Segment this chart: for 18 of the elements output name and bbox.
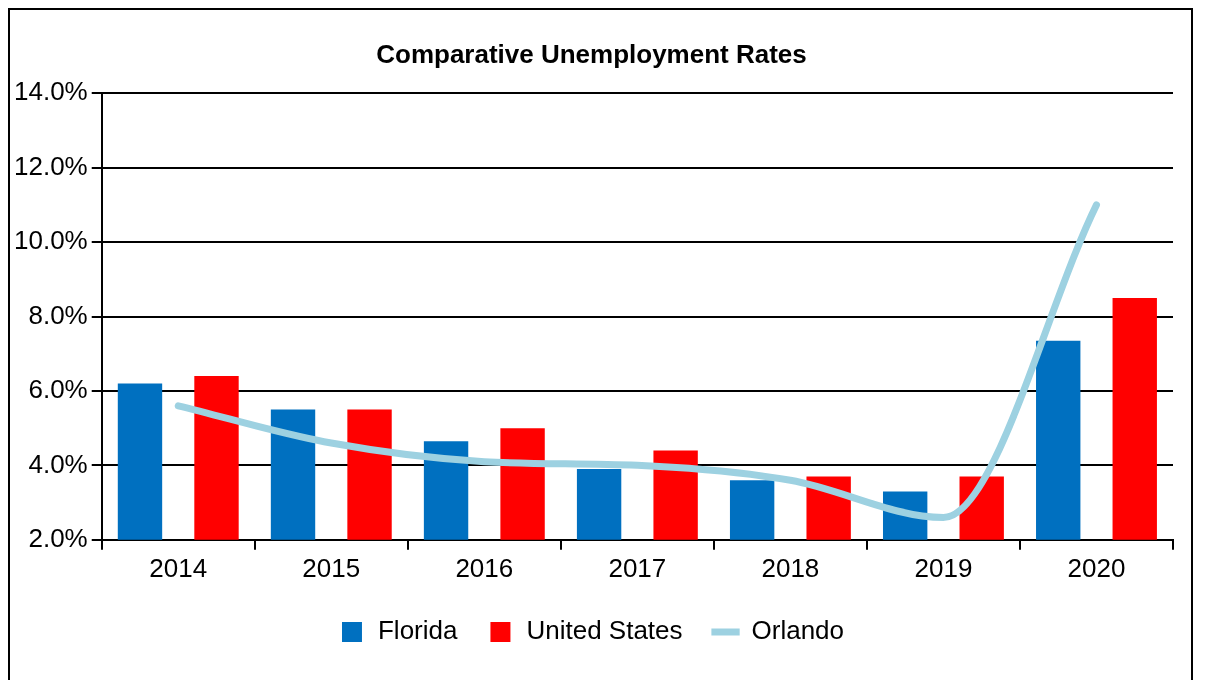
x-tick-label: 2020 xyxy=(1067,552,1126,583)
x-tick-label: 2017 xyxy=(608,552,667,583)
y-tick-label: 10.0% xyxy=(13,225,88,256)
x-tick-label: 2018 xyxy=(761,552,820,583)
y-tick-label: 14.0% xyxy=(13,76,88,107)
x-tick-label: 2015 xyxy=(302,552,361,583)
x-tick-label: 2016 xyxy=(455,552,514,583)
y-tick-label: 4.0% xyxy=(28,448,88,479)
legend-label: United States xyxy=(526,615,683,646)
y-tick-label: 12.0% xyxy=(13,150,88,181)
y-tick-label: 8.0% xyxy=(28,299,88,330)
y-tick-label: 6.0% xyxy=(28,374,88,405)
chart-title: Comparative Unemployment Rates xyxy=(376,38,807,69)
legend-label: Florida xyxy=(377,615,458,646)
y-tick-label: 2.0% xyxy=(28,522,88,553)
legend-label: Orlando xyxy=(751,615,845,646)
x-tick-label: 2014 xyxy=(149,552,208,583)
x-tick-label: 2019 xyxy=(914,552,973,583)
